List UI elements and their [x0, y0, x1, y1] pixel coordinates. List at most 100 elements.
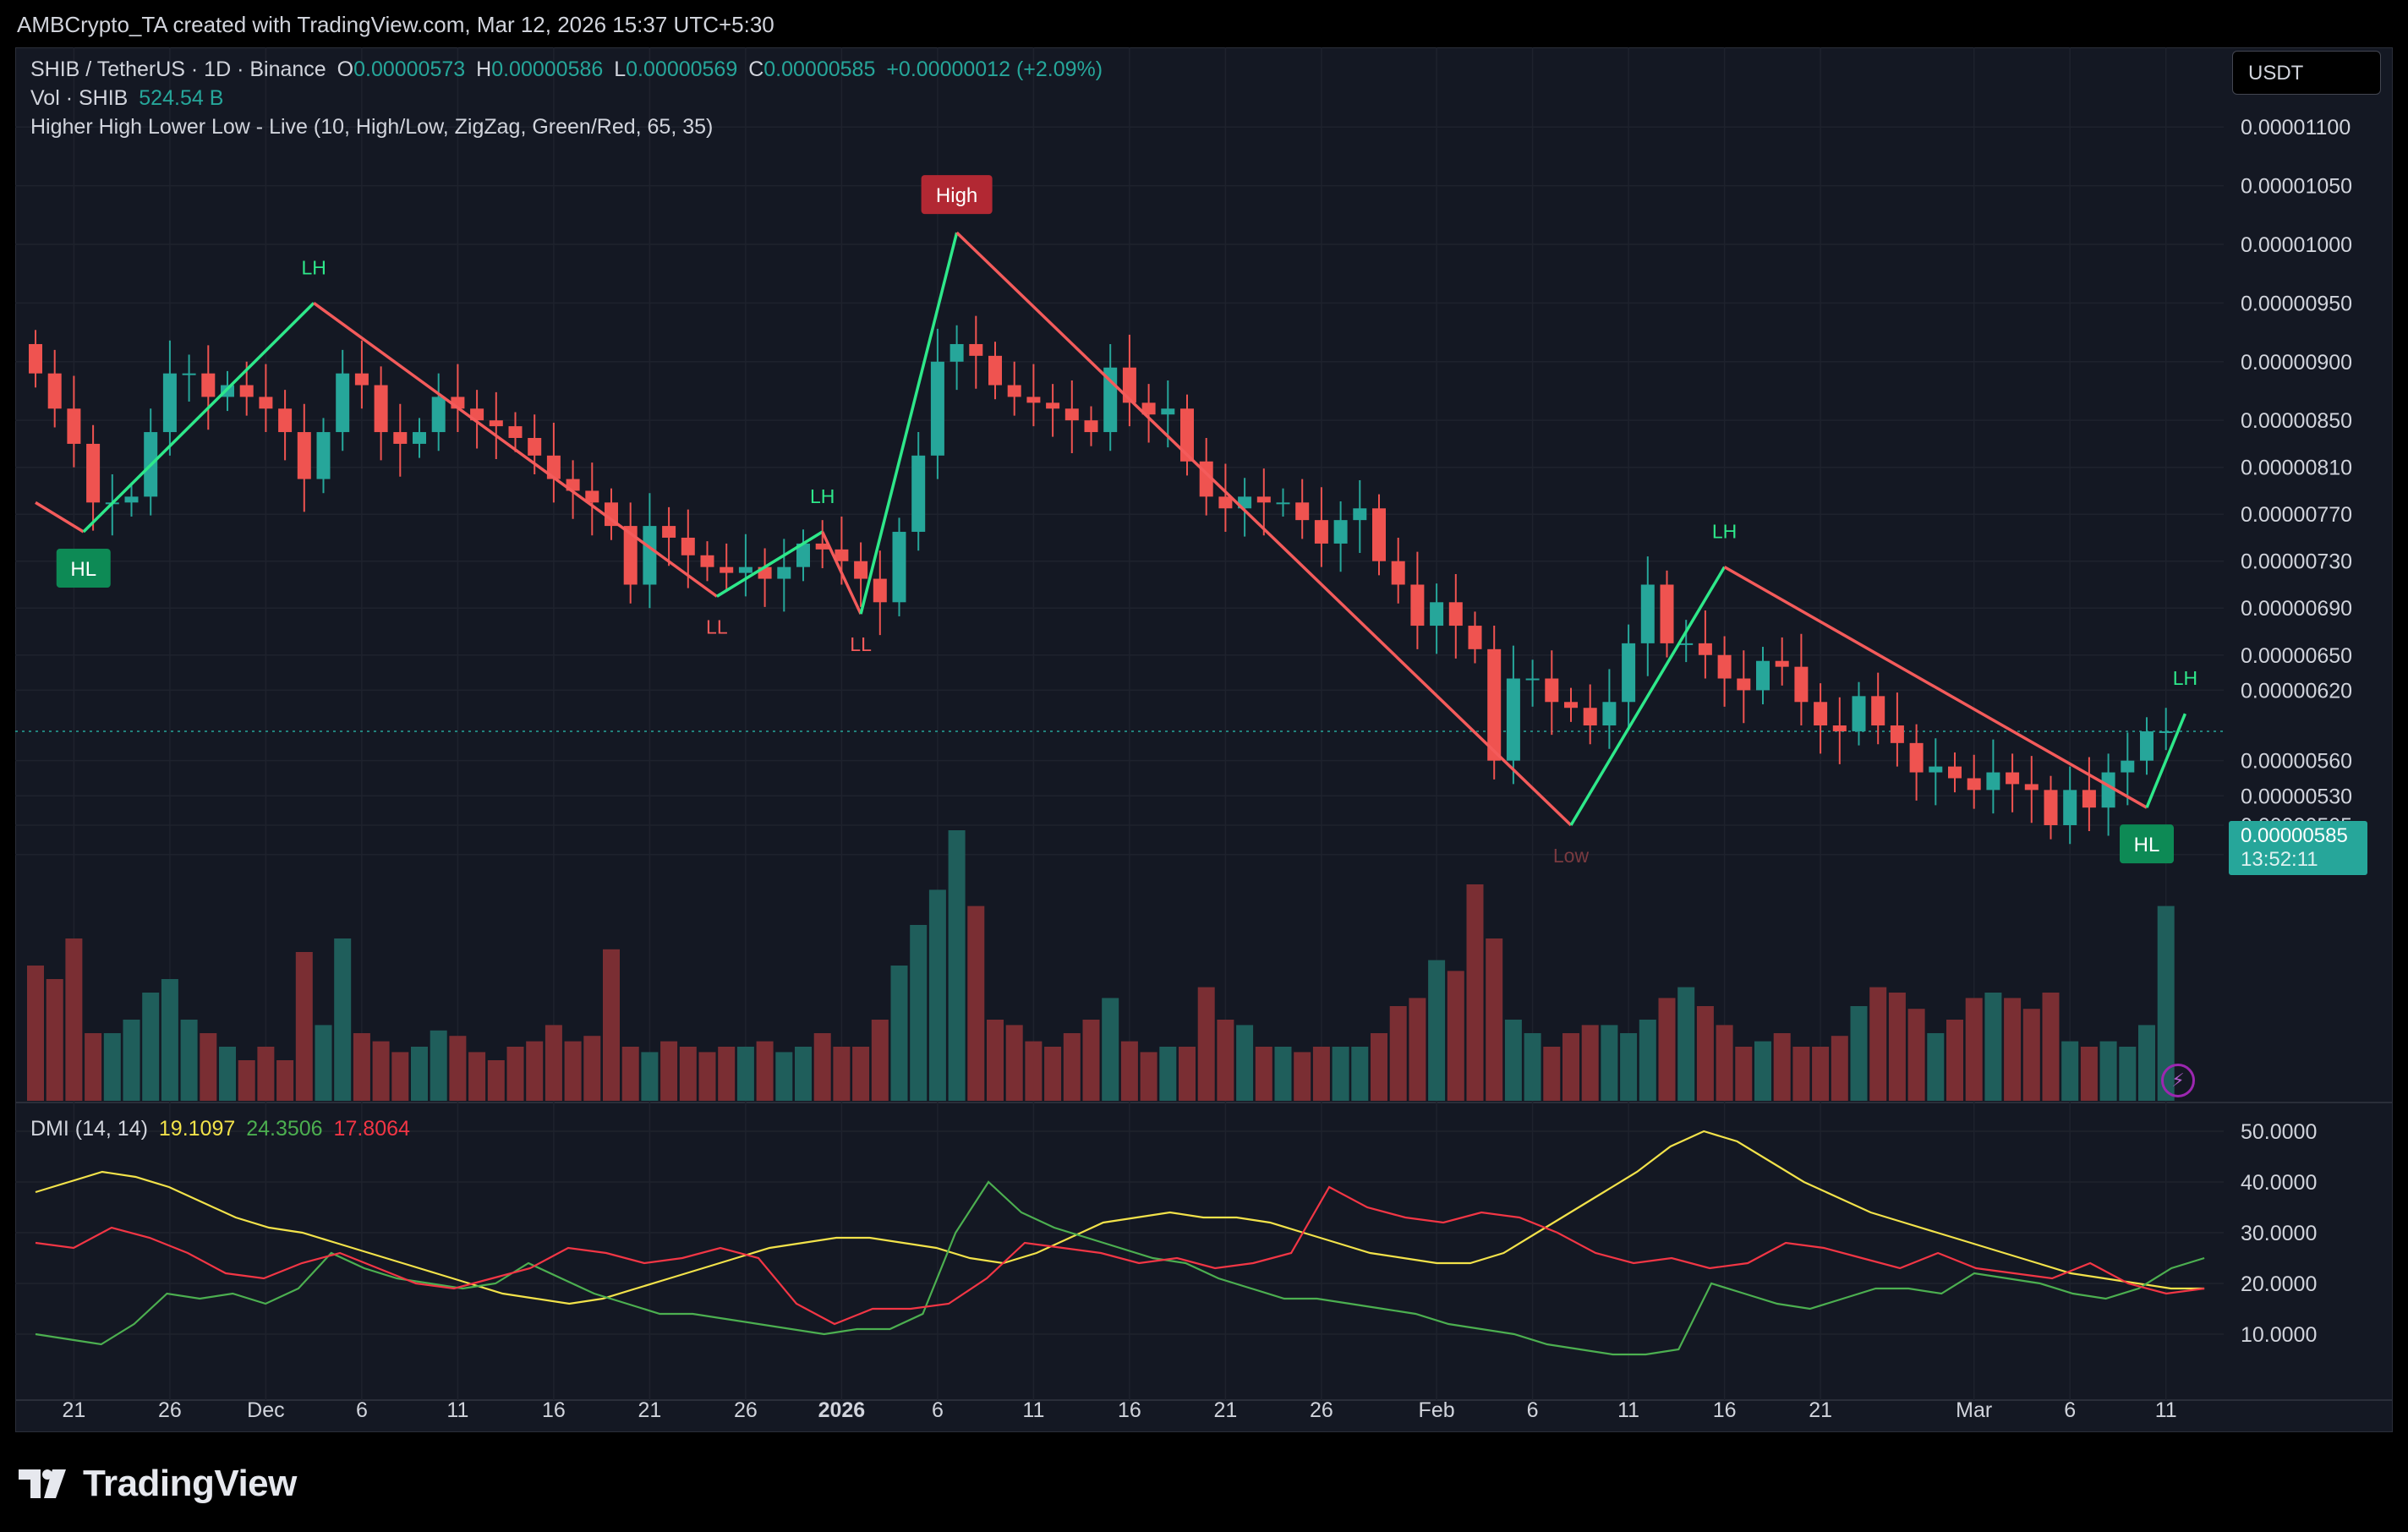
volume-bar [1543, 1047, 1561, 1101]
zigzag-segment [859, 232, 959, 615]
candle-body [1909, 742, 1924, 773]
y-tick-label: 0.00001050 [2241, 175, 2352, 199]
change-value: +0.00000012 (+2.09%) [886, 57, 1103, 81]
candle-body [1756, 660, 1770, 691]
x-tick-label: 6 [2064, 1398, 2076, 1422]
candle-body [1026, 397, 1041, 403]
volume-bar [1965, 998, 1983, 1101]
volume-bar [1773, 1033, 1791, 1101]
volume-bar [1850, 1006, 1868, 1101]
indicator-legend[interactable]: Higher High Lower Low - Live (10, High/L… [30, 115, 718, 140]
symbol-legend: SHIB / TetherUS · 1D · Binance O 0.000005… [30, 57, 1108, 82]
y-tick-label: 0.00001100 [2241, 116, 2351, 140]
volume-bar [1677, 987, 1695, 1101]
candle-body [2063, 790, 2077, 825]
high-label: H [476, 57, 492, 81]
volume-bar [1562, 1033, 1579, 1101]
x-tick-label: 26 [1310, 1398, 1333, 1422]
candle-body [393, 432, 408, 444]
volume-value: 524.54 B [139, 86, 224, 110]
candle-body [1180, 408, 1194, 462]
volume-bar [449, 1036, 467, 1101]
volume-bar [775, 1052, 793, 1101]
zigzag-label: LH [2173, 667, 2197, 689]
candle-body [1007, 385, 1021, 397]
dmi-tick-label: 40.0000 [2241, 1171, 2317, 1195]
indicator-label: Higher High Lower Low - Live (10, High/L… [30, 115, 714, 139]
candle-body [1564, 702, 1578, 709]
zigzag-segment [1723, 566, 2148, 809]
x-tick-label: 6 [932, 1398, 944, 1422]
volume-bar [1217, 1020, 1234, 1101]
candle-body [1372, 508, 1386, 561]
volume-bar [621, 1047, 639, 1101]
candle-body [1545, 678, 1559, 703]
volume-bar [1869, 987, 1887, 1101]
candle-body [1871, 696, 1885, 726]
zigzag-segment [82, 302, 315, 533]
low-value: 0.00000569 [626, 57, 738, 81]
volume-bar [1466, 884, 1484, 1101]
x-tick-label: 21 [1809, 1398, 1832, 1422]
x-tick-label: 11 [1617, 1398, 1639, 1422]
volume-bar [161, 979, 178, 1101]
open-label: O [337, 57, 354, 81]
y-tick-label: 0.00000530 [2241, 785, 2352, 808]
volume-bar [1274, 1047, 1292, 1101]
volume-bar [180, 1020, 198, 1101]
volume-bar [85, 1033, 102, 1101]
dmi-tick-label: 50.0000 [2241, 1120, 2317, 1144]
volume-bar [987, 1020, 1004, 1101]
candle-body [2121, 760, 2135, 773]
volume-bar [1639, 1020, 1656, 1101]
candle-body [278, 408, 293, 433]
lightning-icon[interactable]: ⚡ [2161, 1064, 2195, 1097]
y-tick-label: 0.00001000 [2241, 233, 2352, 257]
hl-label-box [56, 549, 111, 588]
volume-bar [813, 1033, 831, 1101]
candle-body [1353, 508, 1367, 521]
volume-bar [2061, 1041, 2079, 1101]
low-label: L [614, 57, 627, 81]
tradingview-mark-icon [19, 1469, 66, 1498]
zigzag-label: LH [810, 485, 835, 507]
volume-bar [391, 1052, 409, 1101]
zigzag-segment [821, 531, 862, 615]
x-tick-label: 26 [158, 1398, 182, 1422]
volume-bar [257, 1047, 275, 1101]
volume-bars [27, 830, 2175, 1101]
tradingview-logo[interactable]: TradingView [19, 1463, 297, 1505]
x-tick-label: 16 [1713, 1398, 1737, 1422]
currency-selector[interactable]: USDT [2232, 51, 2381, 95]
x-tick-label: 6 [1527, 1398, 1539, 1422]
candle-body [1276, 502, 1290, 505]
chart-pane[interactable] [15, 47, 2393, 1432]
volume-bar [1044, 1047, 1062, 1101]
dmi-legend[interactable]: DMI (14, 14) 19.1097 24.3506 17.8064 [30, 1117, 415, 1141]
volume-bar [1658, 998, 1676, 1101]
candle-body [1967, 778, 1981, 791]
attribution-text: AMBCrypto_TA created with TradingView.co… [17, 12, 774, 37]
candle-body [354, 373, 369, 386]
volume-bar [928, 889, 946, 1101]
volume-bar [910, 925, 928, 1101]
candle-body [2006, 772, 2020, 785]
volume-label[interactable]: Vol · SHIB [30, 86, 129, 110]
volume-bar [679, 1047, 697, 1101]
y-tick-label: 0.00000560 [2241, 750, 2352, 774]
volume-bar [1005, 1025, 1023, 1101]
candle-body [1141, 402, 1156, 415]
volume-bar [65, 938, 83, 1101]
symbol-name[interactable]: SHIB / TetherUS · 1D · Binance [30, 57, 326, 81]
y-tick-label: 0.00000770 [2241, 503, 2352, 527]
candle-body [988, 355, 1002, 386]
candle-body [1737, 678, 1751, 691]
volume-bar [2080, 1047, 2098, 1101]
dmi-tick-label: 10.0000 [2241, 1323, 2317, 1347]
candle-body [1775, 660, 1789, 667]
candle-body [1333, 520, 1348, 544]
candle-body [182, 373, 196, 375]
volume-bar [1140, 1052, 1157, 1101]
x-tick-label: 11 [1022, 1398, 1044, 1422]
